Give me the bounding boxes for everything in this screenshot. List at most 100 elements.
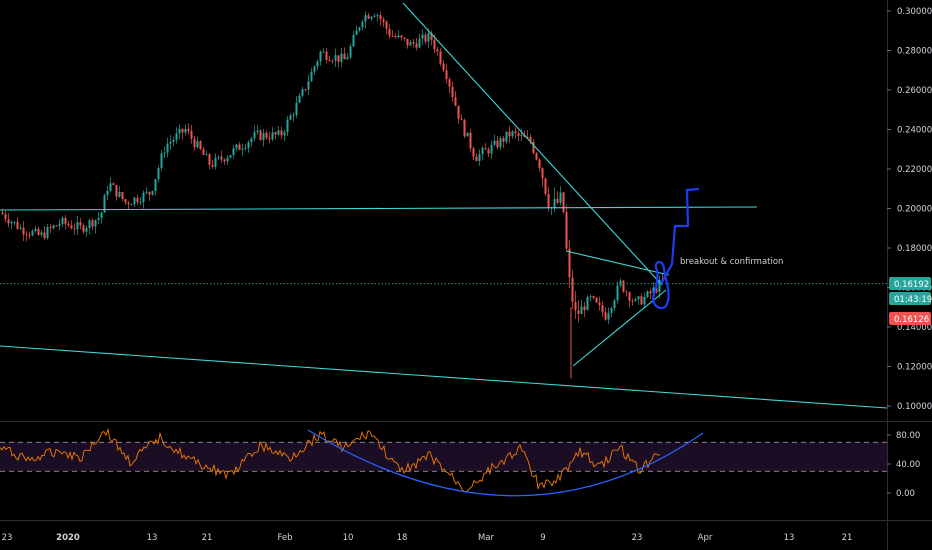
time-tick-label: 21: [842, 533, 853, 543]
descending-trendline-main: [402, 2, 663, 286]
candle-body: [541, 168, 544, 179]
candle-body: [97, 218, 100, 221]
candle-body: [451, 86, 454, 98]
candle-92: [277, 126, 280, 137]
candle-157: [472, 146, 475, 160]
candle-160: [481, 145, 484, 161]
price-tag-label: 01:43:19: [894, 295, 932, 305]
candle-105: [316, 59, 319, 71]
candle-198: [595, 296, 598, 304]
candle-body: [55, 225, 58, 227]
candle-body: [232, 148, 235, 156]
candle-68: [205, 150, 208, 156]
candle-body: [298, 95, 301, 103]
candle-body: [172, 139, 175, 142]
candle-206: [619, 278, 622, 288]
candle-116: [349, 43, 352, 60]
candle-body: [79, 222, 82, 226]
candle-43: [130, 203, 133, 206]
candle-body: [37, 228, 40, 235]
candle-171: [514, 127, 517, 139]
candle-46: [139, 196, 142, 206]
candle-216: [649, 288, 652, 299]
candle-35: [106, 185, 109, 201]
candle-76: [229, 154, 232, 159]
candle-body: [430, 32, 433, 40]
candle-body: [487, 149, 490, 154]
candle-body: [193, 138, 196, 148]
price-tick-label: 0.24000: [897, 126, 932, 136]
candle-163: [490, 140, 493, 159]
candle-112: [337, 55, 340, 68]
candle-body: [397, 35, 400, 38]
candle-127: [382, 16, 385, 27]
candle-body: [148, 191, 151, 195]
candle-201: [604, 307, 607, 321]
candle-body: [484, 148, 487, 150]
candle-125: [376, 12, 379, 22]
candle-body: [442, 63, 445, 71]
candle-214: [643, 292, 646, 308]
candle-body: [565, 212, 568, 249]
candle-164: [493, 134, 496, 147]
candle-121: [364, 11, 367, 29]
candle-143: [430, 30, 433, 46]
candle-body: [421, 34, 424, 39]
candle-101: [304, 88, 307, 92]
candle-146: [439, 48, 442, 67]
candle-body: [403, 37, 406, 39]
candle-body: [412, 42, 415, 44]
rsi-pane: [0, 427, 887, 497]
candle-140: [421, 29, 424, 46]
candle-body: [253, 131, 256, 139]
candle-body: [394, 36, 397, 38]
candle-168: [505, 131, 508, 144]
candle-body: [532, 141, 535, 153]
candle-body: [598, 302, 601, 306]
candle-212: [637, 295, 640, 305]
candle-body: [631, 300, 634, 302]
candle-44: [133, 197, 136, 208]
candle-2: [7, 213, 10, 228]
candle-199: [598, 296, 601, 311]
candle-1: [4, 211, 7, 223]
candle-129: [388, 24, 391, 39]
candle-body: [514, 131, 517, 134]
candle-body: [463, 119, 466, 137]
candle-body: [562, 192, 565, 213]
candle-body: [307, 81, 310, 90]
projection-path: [660, 187, 700, 285]
candle-170: [511, 129, 514, 139]
candle-body: [418, 38, 421, 48]
price-tag-bg: [889, 277, 931, 290]
candle-body: [109, 183, 112, 191]
candle-186: [559, 186, 562, 206]
candle-body: [508, 131, 511, 137]
candle-body: [400, 35, 403, 38]
candle-body: [250, 138, 253, 143]
candle-body: [271, 132, 274, 140]
candle-81: [244, 144, 247, 151]
candle-88: [265, 130, 268, 141]
price-tick-label: 0.30000: [897, 7, 932, 17]
time-tick-label: 13: [784, 533, 795, 543]
annotation-text: breakout & confirmation: [680, 257, 783, 267]
price-tag-bg: [889, 292, 931, 305]
candle-body: [211, 164, 214, 167]
candle-body: [586, 297, 589, 311]
candle-body: [370, 16, 373, 19]
candle-body: [346, 57, 349, 60]
candle-body: [382, 19, 385, 22]
candle-30: [91, 217, 94, 231]
candle-155: [466, 132, 469, 137]
candle-body: [112, 183, 115, 185]
drawings-group: [0, 2, 888, 409]
candle-body: [178, 128, 181, 134]
candle-202: [607, 307, 610, 325]
candle-body: [475, 156, 478, 162]
candle-90: [271, 127, 274, 142]
candle-131: [394, 33, 397, 39]
candle-33: [100, 211, 103, 224]
candle-29: [88, 218, 91, 235]
